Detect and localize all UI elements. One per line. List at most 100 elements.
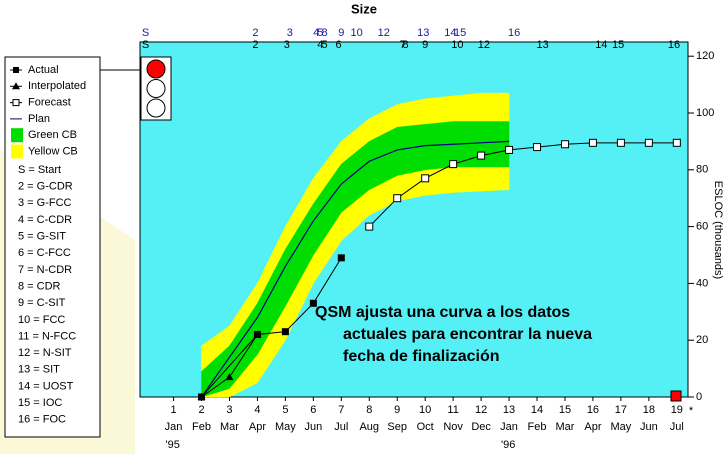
month-label: Apr <box>249 421 266 433</box>
y-tick-label: 100 <box>696 107 714 119</box>
x-tick-label: 19 <box>671 404 683 416</box>
legend-symbol <box>12 99 20 107</box>
milestone-label: 13 <box>536 39 548 51</box>
legend-symbol <box>13 67 19 73</box>
month-label: Dec <box>471 421 491 433</box>
x-tick-label: 7 <box>338 404 344 416</box>
milestone-label: 4 <box>313 27 319 39</box>
key-label: 12 = N-SIT <box>18 347 72 359</box>
milestone-label: 16 <box>508 27 520 39</box>
x-tick-label: 1 <box>170 404 176 416</box>
forecast-point <box>449 160 458 169</box>
forecast-point <box>644 138 653 147</box>
y-tick-label: 60 <box>696 221 708 233</box>
month-label: Jun <box>304 421 322 433</box>
x-tick-label: 18 <box>643 404 655 416</box>
forecast-point <box>365 222 374 231</box>
x-tick-label: 3 <box>226 404 232 416</box>
milestone-label: 15 <box>454 27 466 39</box>
key-label: 6 = C-FCC <box>18 247 71 259</box>
forecast-point <box>477 151 486 160</box>
month-label: May <box>611 421 632 433</box>
key-label: 13 = SIT <box>18 364 60 376</box>
forecast-point <box>505 145 514 154</box>
milestone-label: 12 <box>378 27 390 39</box>
month-label: Nov <box>443 421 463 433</box>
milestone-label: 12 <box>478 39 490 51</box>
forecast-point <box>393 194 402 203</box>
legend-label: Interpolated <box>28 80 86 92</box>
x-tick-label: 11 <box>447 404 458 416</box>
annotation: QSM ajusta una curva a los datos <box>315 304 570 321</box>
traffic-light-lamp <box>146 79 166 98</box>
milestone-label: 8 <box>403 39 409 51</box>
key-label: S = Start <box>18 164 61 176</box>
month-label: Feb <box>192 421 211 433</box>
actual-point <box>253 331 261 339</box>
legend-swatch <box>11 128 23 143</box>
x-tick-label: 12 <box>475 404 487 416</box>
key-label: 8 = CDR <box>18 280 61 292</box>
key-label: 2 = G-CDR <box>18 181 73 193</box>
milestone-label: S <box>142 27 149 39</box>
legend-label: Forecast <box>28 97 71 109</box>
month-label: Mar <box>220 421 239 433</box>
milestone-label: 4 <box>317 39 323 51</box>
year-label: '96 <box>501 439 515 451</box>
x-tick-label: 4 <box>254 404 260 416</box>
legend-label: Green CB <box>28 129 77 141</box>
y-tick-label: 120 <box>696 50 714 62</box>
forecast-point <box>616 138 625 147</box>
milestone-label: 7 <box>400 39 406 51</box>
series-line <box>201 140 510 398</box>
milestone-label: 6 <box>335 39 341 51</box>
forecast-point <box>533 143 542 152</box>
legend-symbol <box>12 82 20 90</box>
status-marker <box>670 390 682 402</box>
annotation: actuales para encontrar la nueva <box>343 326 592 343</box>
x-tick-label: 2 <box>198 404 204 416</box>
actual-point <box>281 328 289 336</box>
milestone-label: 16 <box>668 39 680 51</box>
milestone-label: 3 <box>284 39 290 51</box>
month-label: May <box>275 421 296 433</box>
key-label: 11 = N-FCC <box>18 330 76 342</box>
forecast-point <box>421 174 430 183</box>
x-tick-label: 8 <box>366 404 372 416</box>
milestone-label: 9 <box>422 39 428 51</box>
milestone-label: 14 <box>595 39 607 51</box>
interpolated-point <box>225 373 234 381</box>
key-label: 5 = G-SIT <box>18 231 66 243</box>
x-tick-label: 6 <box>310 404 316 416</box>
legend-swatch <box>11 144 23 159</box>
key-label: 15 = IOC <box>18 397 62 409</box>
milestone-label: 9 <box>338 27 344 39</box>
legend-label: Yellow CB <box>28 145 78 157</box>
key-label: 4 = C-CDR <box>18 214 72 226</box>
milestone-label: 5 <box>321 39 327 51</box>
x-tick-label: 10 <box>419 404 431 416</box>
milestone-label: 5 <box>317 27 323 39</box>
key-label: 10 = FCC <box>18 314 65 326</box>
month-label: Jul <box>334 421 348 433</box>
annotation: fecha de finalización <box>343 348 499 365</box>
x-end-label: * <box>689 405 694 417</box>
confidence-band <box>396 124 426 176</box>
key-label: 9 = C-SIT <box>18 297 66 309</box>
milestone-label: 2 <box>252 39 258 51</box>
traffic-light-lamp <box>146 59 166 79</box>
x-tick-label: 9 <box>394 404 400 416</box>
traffic-light-lamp <box>146 98 166 118</box>
x-tick-label: 13 <box>503 404 515 416</box>
month-label: Jul <box>670 421 684 433</box>
legend-label: Plan <box>28 113 50 125</box>
actual-point <box>198 393 206 401</box>
month-label: Oct <box>417 421 434 433</box>
forecast-point <box>672 138 681 147</box>
milestone-label: 10 <box>451 39 463 51</box>
legend-label: Actual <box>28 64 59 76</box>
month-label: Feb <box>528 421 547 433</box>
milestone-label: 8 <box>321 27 327 39</box>
month-label: Aug <box>359 421 379 433</box>
x-tick-label: 5 <box>282 404 288 416</box>
